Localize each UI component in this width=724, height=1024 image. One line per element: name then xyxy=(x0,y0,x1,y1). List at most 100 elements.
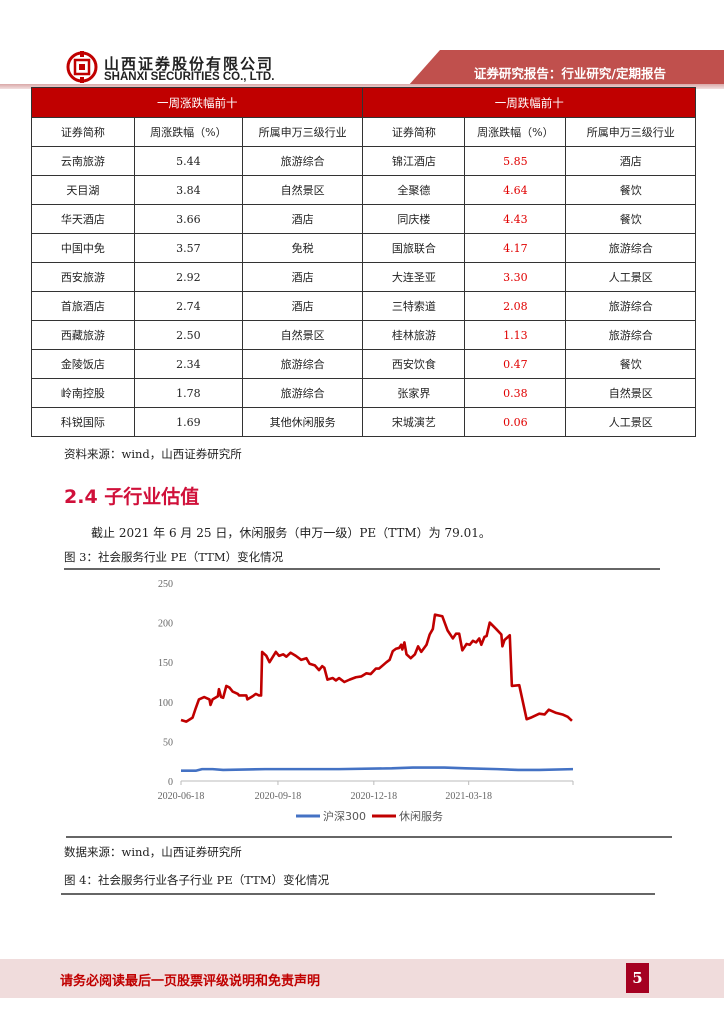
column-header: 证券简称 xyxy=(362,117,466,147)
table-cell: 人工景区 xyxy=(565,262,696,292)
y-tick-label: 200 xyxy=(158,619,173,630)
table-row: 岭南控股 1.78 旅游综合 张家界 0.38 自然景区 xyxy=(31,378,696,408)
table-cell: 2.34 xyxy=(133,349,243,379)
table-cell: 酒店 xyxy=(241,262,364,292)
table-cell: 4.43 xyxy=(464,204,567,234)
section-title: 2.4 子行业估值 xyxy=(64,486,200,508)
table-row: 中国中免 3.57 免税 国旅联合 4.17 旅游综合 xyxy=(31,233,696,263)
table-cell: 全聚德 xyxy=(362,175,466,205)
table-cell: 1.69 xyxy=(133,407,243,437)
table-cell: 西藏旅游 xyxy=(31,320,135,350)
table-cell: 餐饮 xyxy=(565,175,696,205)
table-cell: 酒店 xyxy=(241,291,364,321)
table-cell: 2.50 xyxy=(133,320,243,350)
header-banner xyxy=(408,50,724,86)
figure3-bottom-rule xyxy=(66,836,672,838)
table-cell: 云南旅游 xyxy=(31,146,135,176)
table-cell: 金陵饭店 xyxy=(31,349,135,379)
table-cell: 免税 xyxy=(241,233,364,263)
table-row: 天目湖 3.84 自然景区 全聚德 4.64 餐饮 xyxy=(31,175,696,205)
disclaimer-text: 请务必阅读最后一页股票评级说明和免责声明 xyxy=(60,974,321,989)
x-tick-label: 2020-09-18 xyxy=(255,791,302,802)
header-divider xyxy=(0,84,724,89)
company-logo-icon xyxy=(66,51,98,83)
table-cell: 2.74 xyxy=(133,291,243,321)
table-cell: 自然景区 xyxy=(241,320,364,350)
y-tick-label: 250 xyxy=(158,579,173,590)
x-tick-label: 2020-12-18 xyxy=(351,791,398,802)
table-cell: 人工景区 xyxy=(565,407,696,437)
pe-chart: 0 50 100 150 200 250 2020-06-18 2020-09-18 2020-… xyxy=(158,579,574,823)
table-cell: 3.84 xyxy=(133,175,243,205)
table-cell: 旅游综合 xyxy=(241,349,364,379)
column-header: 证券简称 xyxy=(31,117,135,147)
table-cell: 科锐国际 xyxy=(31,407,135,437)
table-cell: 3.66 xyxy=(133,204,243,234)
table-cell: 张家界 xyxy=(362,378,466,408)
column-header: 所属申万三级行业 xyxy=(565,117,696,147)
table-cell: 2.92 xyxy=(133,262,243,292)
column-header: 所属申万三级行业 xyxy=(241,117,364,147)
table-cell: 4.17 xyxy=(464,233,567,263)
table-cell: 餐饮 xyxy=(565,204,696,234)
table-row: 首旅酒店 2.74 酒店 三特索道 2.08 旅游综合 xyxy=(31,291,696,321)
table-cell: 5.44 xyxy=(133,146,243,176)
table-cell: 旅游综合 xyxy=(565,233,696,263)
table-cell: 桂林旅游 xyxy=(362,320,466,350)
column-header: 周涨跌幅（%） xyxy=(464,117,567,147)
table-cell: 5.85 xyxy=(464,146,567,176)
company-name-cn: 山西证券股份有限公司 xyxy=(104,55,275,73)
x-tick-label: 2020-06-18 xyxy=(158,791,205,802)
table-cell: 自然景区 xyxy=(241,175,364,205)
table-cell: 酒店 xyxy=(565,146,696,176)
table-row: 西安旅游 2.92 酒店 大连圣亚 3.30 人工景区 xyxy=(31,262,696,292)
table-cell: 其他休闲服务 xyxy=(241,407,364,437)
table-cell: 国旅联合 xyxy=(362,233,466,263)
table-cell: 1.13 xyxy=(464,320,567,350)
figure3-rule xyxy=(64,568,660,570)
table-cell: 旅游综合 xyxy=(565,320,696,350)
table-cell: 旅游综合 xyxy=(565,291,696,321)
legend-label: 沪深300 xyxy=(323,809,366,823)
table-row: 金陵饭店 2.34 旅游综合 西安饮食 0.47 餐饮 xyxy=(31,349,696,379)
y-tick-label: 0 xyxy=(168,777,173,788)
chart-source: 数据来源：wind，山西证券研究所 xyxy=(64,845,242,859)
y-tick-label: 150 xyxy=(158,658,173,669)
table-cell: 大连圣亚 xyxy=(362,262,466,292)
figure3-title: 图 3：社会服务行业 PE（TTM）变化情况 xyxy=(64,550,284,564)
table-row: 华天酒店 3.66 酒店 同庆楼 4.43 餐饮 xyxy=(31,204,696,234)
figure4-title: 图 4：社会服务行业各子行业 PE（TTM）变化情况 xyxy=(64,873,330,887)
figure4-rule xyxy=(61,893,655,895)
table-cell: 西安旅游 xyxy=(31,262,135,292)
page-number: 5 xyxy=(626,963,649,993)
x-tick-label: 2021-03-18 xyxy=(445,791,492,802)
table-cell: 三特索道 xyxy=(362,291,466,321)
table-source: 资料来源：wind，山西证券研究所 xyxy=(64,447,242,461)
series-line-hs300 xyxy=(181,766,574,773)
report-type: 证券研究报告：行业研究/定期报告 xyxy=(473,66,666,81)
table-cell: 2.08 xyxy=(464,291,567,321)
table-cell: 中国中免 xyxy=(31,233,135,263)
table-cell: 同庆楼 xyxy=(362,204,466,234)
legend-label: 休闲服务 xyxy=(399,809,443,823)
y-tick-label: 50 xyxy=(163,737,173,748)
table-cell: 旅游综合 xyxy=(241,146,364,176)
group-header-top-losers: 一周跌幅前十 xyxy=(362,87,696,118)
weekly-movers-table: 一周涨跌幅前十 一周跌幅前十 证券简称 周涨跌幅（%） 所属申万三级行业 证券简称 周涨… xyxy=(30,87,696,437)
series-line-leisure xyxy=(180,613,573,723)
table-row: 云南旅游 5.44 旅游综合 锦江酒店 5.85 酒店 xyxy=(31,146,696,176)
table-cell: 岭南控股 xyxy=(31,378,135,408)
table-cell: 0.47 xyxy=(464,349,567,379)
table-cell: 自然景区 xyxy=(565,378,696,408)
table-cell: 西安饮食 xyxy=(362,349,466,379)
table-cell: 0.38 xyxy=(464,378,567,408)
table-row: 西藏旅游 2.50 自然景区 桂林旅游 1.13 旅游综合 xyxy=(31,320,696,350)
body-paragraph: 截止 2021 年 6 月 25 日，休闲服务（申万一级）PE（TTM）为 79… xyxy=(91,526,491,540)
table-cell: 宋城演艺 xyxy=(362,407,466,437)
table-cell: 餐饮 xyxy=(565,349,696,379)
table-cell: 首旅酒店 xyxy=(31,291,135,321)
group-header-top-gainers: 一周涨跌幅前十 xyxy=(30,87,364,118)
table-cell: 4.64 xyxy=(464,175,567,205)
table-cell: 旅游综合 xyxy=(241,378,364,408)
table-cell: 3.57 xyxy=(133,233,243,263)
